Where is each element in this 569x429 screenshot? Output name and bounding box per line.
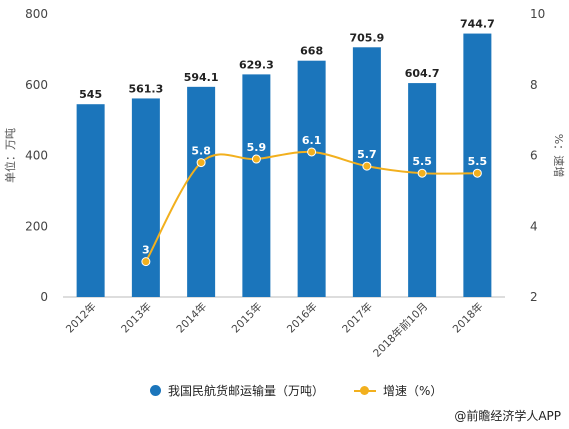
y-right-tick: 2 [530,290,538,304]
y-left-tick: 0 [40,290,48,304]
bar [463,33,492,297]
y-left-title: 单位：万吨 [3,128,17,183]
y-left-tick: 200 [25,219,48,233]
bar-value-label: 594.1 [184,71,219,84]
legend-swatch-bar [150,385,161,396]
x-tick-label: 2014年 [174,300,210,336]
bar-value-label: 629.3 [239,58,274,71]
growth-point [307,147,317,157]
bar-value-label: 545 [79,88,102,101]
legend: 我国民航货邮运输量（万吨） 增速（%） [150,382,472,399]
bar-value-label: 604.7 [405,67,440,80]
x-tick-label: 2018年 [450,300,486,336]
y-right-tick: 4 [530,219,538,233]
legend-label-volume: 我国民航货邮运输量（万吨） [168,384,325,398]
bar [352,47,381,298]
y-right-tick: 8 [530,78,538,92]
bar-value-label: 705.9 [349,31,384,44]
legend-item-volume[interactable]: 我国民航货邮运输量（万吨） [150,382,324,399]
growth-value-label: 5.7 [357,148,377,161]
legend-item-growth[interactable]: 增速（%） [354,382,442,399]
growth-value-label: 5.5 [412,155,432,168]
legend-swatch-line [354,385,377,396]
growth-point [251,154,261,164]
y-left-tick: 800 [25,7,48,21]
growth-point [472,168,482,178]
x-tick-label: 2018年前10月 [370,300,430,360]
bar [131,98,160,297]
bar [76,104,105,297]
growth-value-label: 5.8 [191,145,211,158]
growth-value-label: 5.5 [468,155,488,168]
growth-point [196,158,206,168]
bar [187,86,216,297]
y-right-tick: 10 [530,7,545,21]
bar-value-label: 668 [300,45,323,58]
growth-point [141,257,151,267]
growth-point [362,161,372,171]
x-tick-label: 2017年 [339,300,375,336]
bar [408,83,437,297]
growth-value-label: 6.1 [302,134,322,147]
x-tick-label: 2013年 [118,300,154,336]
brand-caption: @前瞻经济学人APP [454,409,561,423]
x-tick-label: 2016年 [284,300,320,336]
bar [297,60,326,297]
x-tick-label: 2012年 [63,300,99,336]
legend-label-growth: 增速（%） [383,384,443,398]
y-left-tick: 400 [25,149,48,163]
x-tick-label: 2015年 [229,300,265,336]
bar-value-label: 744.7 [460,18,495,31]
y-right-tick: 6 [530,149,538,163]
bar [242,74,271,297]
y-left-tick: 600 [25,78,48,92]
y-right-title: %：速增 [552,134,566,177]
growth-point [417,168,427,178]
growth-value-label: 5.9 [247,141,267,154]
bar-value-label: 561.3 [128,82,163,95]
growth-value-label: 3 [142,244,150,257]
